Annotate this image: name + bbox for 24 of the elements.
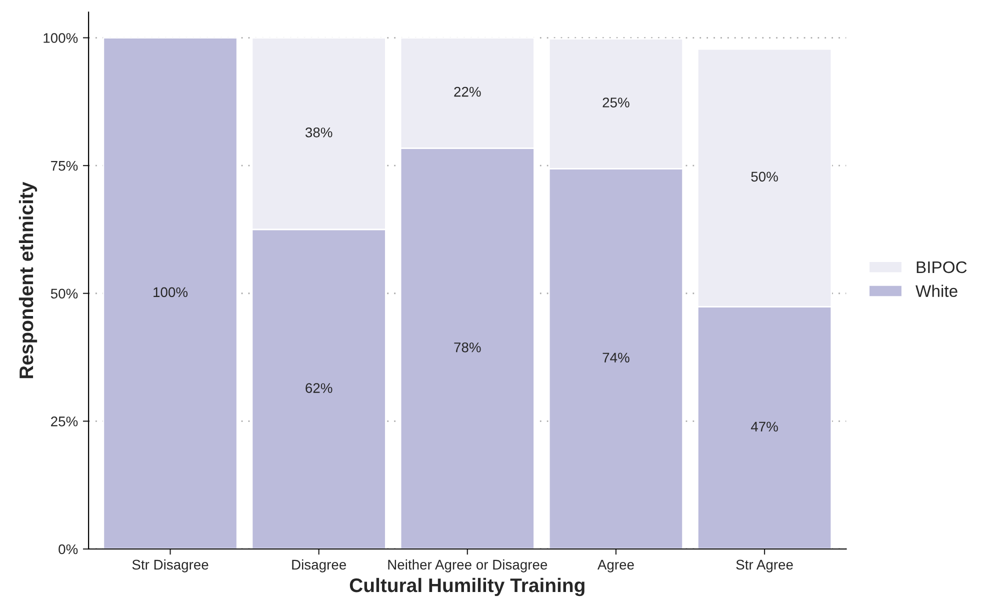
data-label: 22% bbox=[454, 86, 481, 97]
data-label: 78% bbox=[454, 342, 481, 352]
y-tick-label: 0% bbox=[58, 544, 78, 554]
y-tick-label: 25% bbox=[51, 416, 78, 426]
y-tick-label: 50% bbox=[50, 288, 78, 299]
data-label: 62% bbox=[306, 383, 332, 393]
x-tick-label: Str Agree bbox=[736, 560, 793, 572]
x-axis-title: Cultural Humility Training bbox=[350, 578, 584, 596]
x-tick-label: Disagree bbox=[292, 559, 346, 572]
legend-label: BIPOC bbox=[916, 261, 967, 274]
y-tick-label: 100% bbox=[44, 33, 78, 43]
bar bbox=[102, 37, 238, 549]
x-tick-label: Agree bbox=[597, 560, 634, 572]
data-label: 25% bbox=[602, 98, 630, 108]
y-axis-title: Respondent ethnicity bbox=[18, 182, 38, 378]
x-tick-label: Neither Agree or Disagree bbox=[388, 559, 548, 572]
data-label: 100% bbox=[154, 287, 188, 298]
data-label: 74% bbox=[602, 352, 630, 362]
legend-label: White bbox=[916, 284, 958, 298]
y-tick-label: 75% bbox=[51, 160, 78, 171]
data-label: 38% bbox=[305, 128, 332, 138]
data-label: 47% bbox=[750, 422, 778, 432]
data-label: 50% bbox=[751, 172, 778, 182]
x-tick-label: Str Disagree bbox=[132, 559, 208, 572]
